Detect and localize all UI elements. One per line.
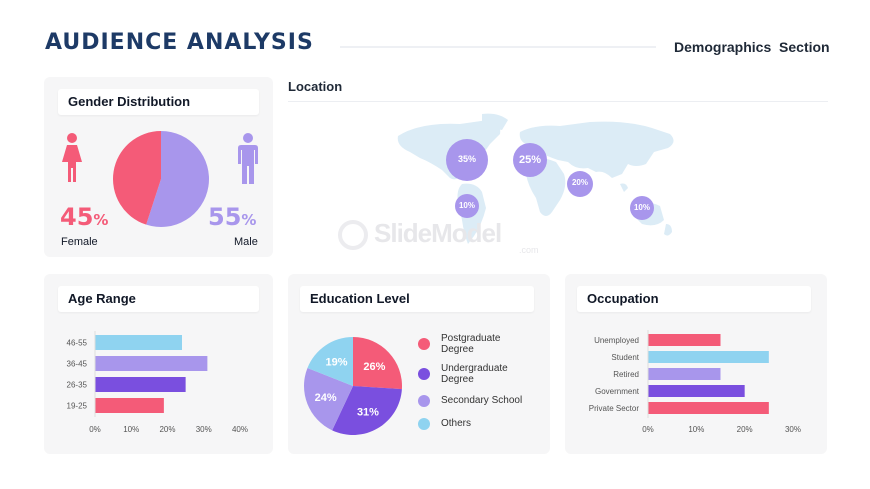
section-label: Demographics Section [674, 39, 830, 55]
legend-postgraduate: Postgraduate Degree [441, 333, 501, 355]
male-pct-sign: % [241, 211, 257, 229]
education-slice-label-2: 24% [315, 392, 337, 404]
age-bar [95, 398, 164, 413]
occupation-tick-label: 0% [642, 425, 654, 434]
age-category-label: 46-55 [67, 339, 88, 348]
location-heading: Location [288, 79, 343, 94]
occupation-tick-label: 10% [688, 425, 704, 434]
occupation-heading: Occupation [577, 286, 811, 312]
male-icon [238, 133, 258, 184]
age-heading: Age Range [58, 286, 259, 312]
location-divider [288, 101, 828, 102]
title-divider [340, 46, 656, 48]
occupation-category-label: Retired [613, 370, 639, 379]
occupation-tick-label: 20% [737, 425, 753, 434]
male-percentage: 55% [208, 203, 256, 231]
age-category-label: 19-25 [67, 402, 88, 411]
occupation-bar [648, 368, 721, 380]
occupation-category-label: Student [611, 353, 639, 362]
legend-dot-postgraduate [418, 338, 430, 350]
gender-pie-chart [113, 131, 209, 227]
occupation-category-label: Private Sector [589, 404, 640, 413]
bubble-label-10b: 10% [633, 203, 650, 212]
age-tick-label: 0% [89, 425, 101, 434]
education-pie-chart: 26% 31% 24% 19% [304, 337, 402, 435]
education-slice-1 [332, 386, 402, 435]
age-tick-label: 30% [196, 425, 212, 434]
legend-dot-undergraduate [418, 368, 430, 380]
age-bar [95, 377, 186, 392]
bubble-label-10a: 10% [458, 201, 475, 210]
age-tick-label: 40% [232, 425, 248, 434]
occupation-bar [648, 402, 769, 414]
male-pct-value: 55 [208, 203, 242, 231]
age-category-label: 26-35 [67, 381, 88, 390]
legend-secondary: Secondary School [441, 395, 523, 406]
watermark-text: SlideModel [374, 218, 502, 248]
age-tick-label: 10% [123, 425, 139, 434]
female-pct-sign: % [93, 211, 109, 229]
education-slice-label-0: 26% [363, 361, 385, 373]
occupation-bar [648, 385, 745, 397]
age-bar [95, 356, 208, 371]
age-tick-label: 20% [159, 425, 175, 434]
legend-others: Others [441, 418, 472, 429]
female-percentage: 45% [60, 203, 108, 231]
female-icon [62, 133, 82, 182]
occupation-tick-label: 30% [785, 425, 801, 434]
occupation-bar [648, 334, 721, 346]
education-slice-3 [307, 337, 353, 386]
legend-undergraduate: Undergraduate Degree [441, 363, 508, 385]
watermark-suffix: .com [519, 245, 539, 255]
gender-heading: Gender Distribution [58, 89, 259, 115]
gender-slice-0 [146, 131, 209, 227]
education-slice-2 [304, 367, 353, 431]
page-title: AUDIENCE ANALYSIS [45, 30, 314, 55]
legend-dot-secondary [418, 395, 430, 407]
legend-dot-others [418, 418, 430, 430]
education-slice-label-1: 31% [357, 406, 379, 418]
bubble-label-35: 35% [457, 154, 476, 164]
age-bar [95, 335, 182, 350]
education-slice-label-3: 19% [325, 357, 347, 369]
location-bubble-25 [513, 143, 547, 177]
occupation-bar [648, 351, 769, 363]
location-bubble-35 [446, 139, 488, 181]
education-slice-0 [353, 337, 402, 390]
bubble-label-25: 25% [518, 154, 542, 166]
female-label: Female [61, 236, 98, 248]
female-pct-value: 45 [60, 203, 94, 231]
location-bubble-10a [455, 194, 479, 218]
watermark-logo-icon [338, 220, 368, 250]
age-bar-chart: 46-55 36-45 26-35 19-25 0% 10% 20% 30% 40% [67, 331, 248, 434]
location-bubble-10b [630, 196, 654, 220]
male-label: Male [234, 236, 258, 248]
education-heading: Education Level [300, 286, 534, 312]
occupation-bar-chart: Unemployed Student Retired Government Privat… [589, 330, 801, 434]
gender-slice-1 [113, 131, 161, 225]
age-category-label: 36-45 [67, 360, 88, 369]
location-bubble-20 [567, 171, 593, 197]
occupation-category-label: Government [595, 387, 640, 396]
bubble-label-20: 20% [571, 178, 588, 187]
occupation-category-label: Unemployed [594, 336, 639, 345]
